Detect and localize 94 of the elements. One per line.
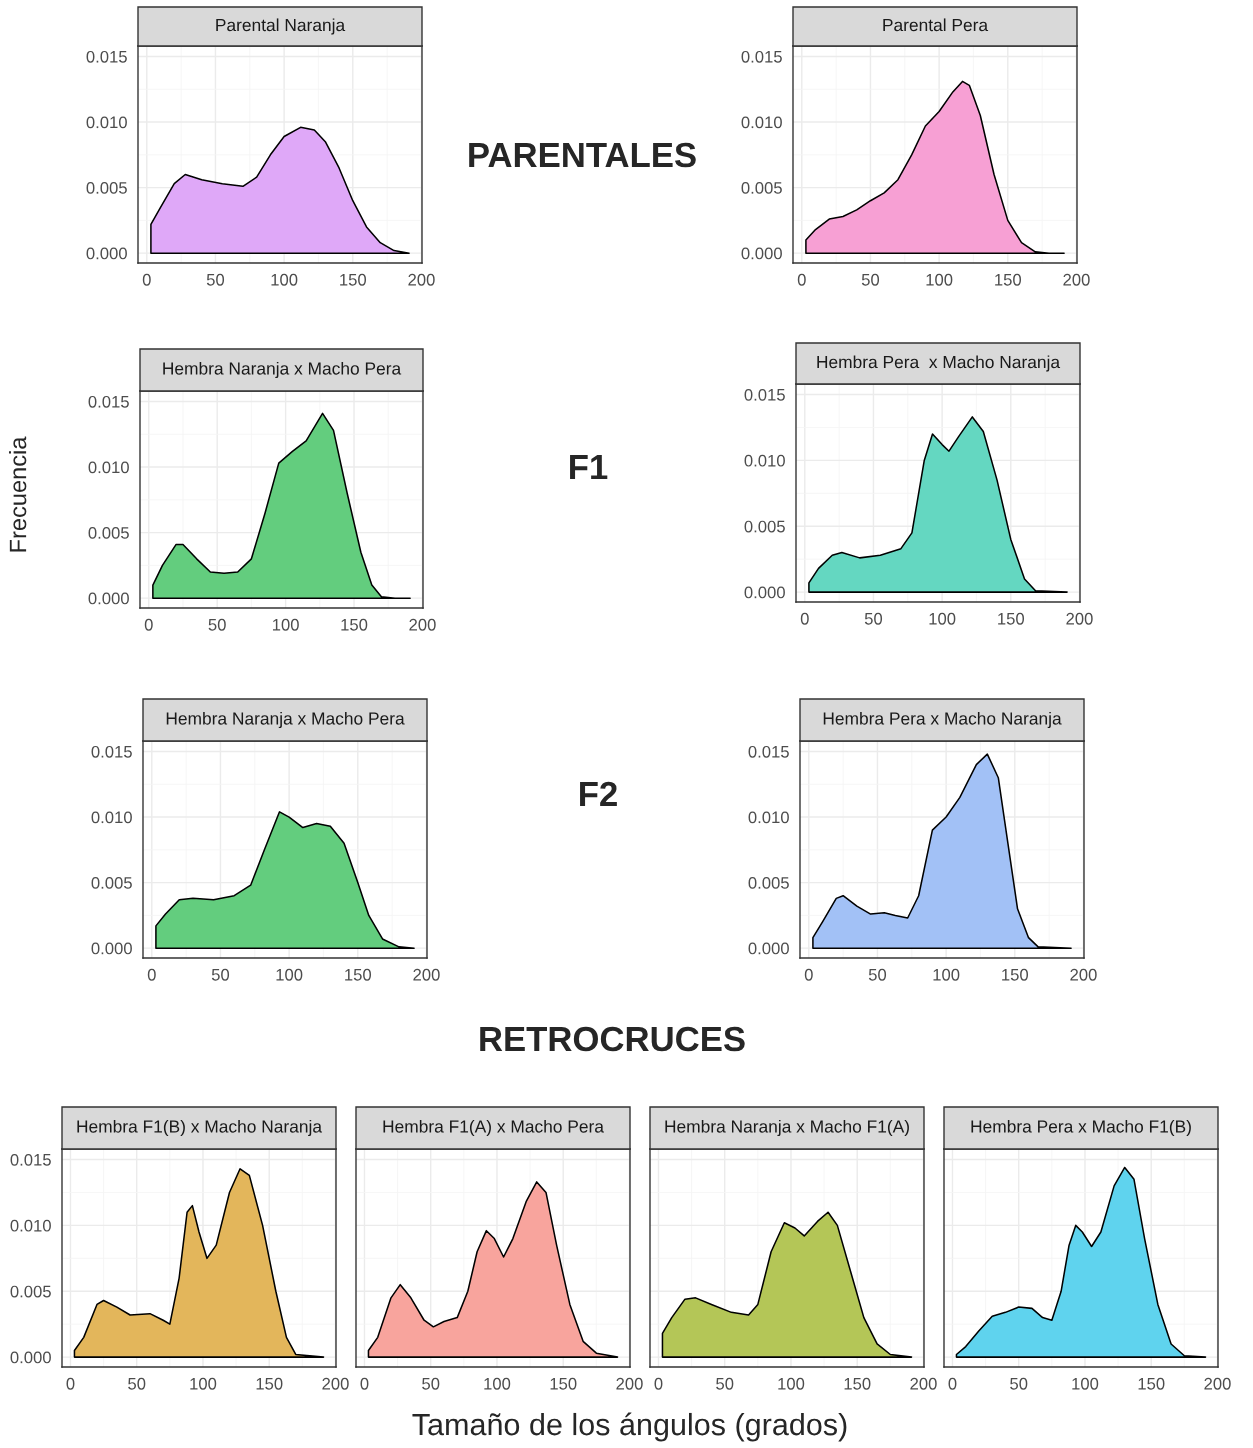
x-tick-label: 200	[322, 1377, 349, 1390]
y-tick-label: 0.010	[86, 116, 127, 129]
x-tick-label: 100	[484, 1377, 511, 1390]
x-tick-label: 0	[147, 968, 156, 981]
x-tick-label: 150	[341, 618, 368, 631]
y-tick-label: 0.000	[88, 592, 129, 605]
x-tick-label: 50	[128, 1377, 146, 1390]
x-tick-label: 200	[409, 618, 436, 631]
x-tick-label: 150	[1138, 1377, 1165, 1390]
chart-title: Hembra Naranja x Macho Pera	[163, 361, 402, 379]
y-tick-label: 0.005	[91, 877, 132, 889]
chart-title: Hembra Naranja x Macho F1(A)	[665, 1119, 909, 1137]
y-tick-label: 0.010	[91, 811, 132, 824]
x-tick-label: 150	[340, 273, 367, 286]
x-tick-label: 50	[1010, 1377, 1028, 1390]
y-tick-label: 0.005	[741, 182, 782, 194]
x-tick-label: 200	[413, 968, 440, 981]
chart-title: Hembra F1(A) x Macho Pera	[383, 1119, 604, 1137]
chart-title: Hembra F1(B) x Macho Naranja	[77, 1119, 323, 1137]
x-tick-label: 100	[926, 273, 953, 286]
y-tick-label: 0.015	[748, 745, 789, 758]
x-tick-label: 50	[864, 612, 883, 625]
x-tick-label: 200	[408, 273, 435, 286]
text: RETROCRUCES	[480, 1026, 745, 1052]
x-tick-label: 200	[616, 1377, 643, 1390]
y-tick-label: 0.015	[744, 388, 785, 401]
x-tick-label: 100	[1072, 1377, 1099, 1390]
x-tick-label: 100	[272, 618, 299, 631]
x-tick-label: 150	[256, 1377, 283, 1390]
chart-title: Parental Naranja	[216, 18, 346, 35]
y-tick-label: 0.015	[88, 395, 129, 408]
x-tick-label: 150	[998, 612, 1025, 625]
y-tick-label: 0.000	[86, 247, 127, 260]
y-tick-label: 0.005	[744, 520, 785, 533]
x-tick-label: 0	[360, 1377, 369, 1390]
x-tick-label: 150	[345, 968, 372, 981]
x-tick-label: 0	[654, 1377, 663, 1390]
y-tick-label: 0.010	[748, 811, 789, 824]
x-tick-label: 0	[804, 968, 813, 981]
x-tick-label: 200	[1063, 273, 1090, 286]
y-tick-label: 0.010	[741, 116, 782, 129]
chart-title: Hembra Pera x Macho F1(B)	[971, 1119, 1191, 1137]
y-tick-label: 0.010	[88, 461, 129, 474]
x-tick-label: 150	[844, 1377, 871, 1390]
x-axis-title: Tamaño de los ángulos (grados)	[412, 1412, 847, 1442]
x-tick-label: 100	[276, 968, 303, 981]
y-tick-label: 0.005	[86, 182, 127, 194]
text: PARENTALES	[469, 142, 696, 168]
y-tick-label: 0.015	[86, 50, 127, 63]
x-tick-label: 100	[933, 968, 960, 981]
y-tick-label: 0.000	[741, 247, 782, 260]
chart-title: Hembra Pera x Macho Naranja	[823, 711, 1062, 729]
text: F1	[570, 455, 608, 479]
y-tick-label: 0.005	[10, 1285, 51, 1298]
x-tick-label: 100	[190, 1377, 217, 1390]
x-tick-label: 0	[142, 273, 151, 286]
y-axis-title: Frecuencia	[9, 436, 27, 552]
x-tick-label: 0	[800, 612, 809, 625]
x-tick-label: 150	[1002, 968, 1029, 981]
x-tick-label: 50	[206, 273, 225, 286]
x-tick-label: 200	[910, 1377, 937, 1390]
x-tick-label: 50	[861, 273, 880, 286]
x-tick-label: 50	[208, 618, 226, 631]
y-tick-label: 0.005	[748, 877, 789, 889]
y-tick-label: 0.010	[744, 454, 785, 467]
chart-title: Hembra Pera x Macho Naranja	[817, 355, 1061, 372]
x-tick-label: 200	[1066, 612, 1093, 625]
x-tick-label: 50	[422, 1377, 440, 1390]
x-tick-label: 50	[716, 1377, 734, 1390]
x-tick-label: 150	[550, 1377, 577, 1390]
x-tick-label: 200	[1204, 1377, 1231, 1390]
y-tick-label: 0.005	[88, 527, 129, 539]
x-tick-label: 150	[995, 273, 1022, 286]
x-tick-label: 100	[271, 273, 298, 286]
y-tick-label: 0.015	[91, 745, 132, 758]
x-tick-label: 100	[778, 1377, 805, 1390]
chart-title: Parental Pera	[883, 18, 989, 32]
text: F2	[580, 781, 617, 806]
y-tick-label: 0.000	[748, 942, 789, 955]
y-tick-label: 0.000	[91, 942, 132, 955]
x-tick-label: 0	[797, 273, 806, 286]
x-tick-label: 0	[66, 1377, 75, 1390]
x-tick-label: 100	[929, 612, 956, 625]
y-tick-label: 0.015	[741, 50, 782, 63]
y-tick-label: 0.010	[10, 1219, 51, 1232]
y-tick-label: 0.015	[10, 1153, 51, 1166]
x-tick-label: 0	[144, 618, 153, 631]
x-tick-label: 200	[1070, 968, 1097, 981]
x-tick-label: 0	[948, 1377, 957, 1390]
x-tick-label: 50	[868, 968, 887, 981]
chart-title: Hembra Naranja x Macho Pera	[166, 711, 405, 729]
y-tick-label: 0.000	[10, 1351, 51, 1364]
x-tick-label: 50	[211, 968, 230, 981]
y-tick-label: 0.000	[744, 586, 785, 599]
